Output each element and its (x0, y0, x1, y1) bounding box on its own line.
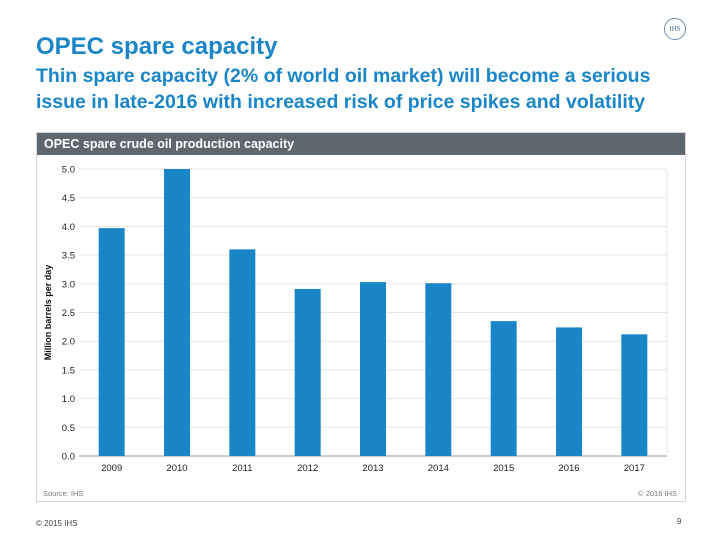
y-tick-label: 1.5 (62, 365, 75, 376)
chart-panel-header: OPEC spare crude oil production capacity (37, 133, 685, 155)
slide-subtitle: Thin spare capacity (2% of world oil mar… (36, 65, 651, 113)
bar (98, 228, 125, 456)
source-note: Source: IHS (43, 489, 84, 498)
bar (164, 169, 190, 456)
chart-panel: OPEC spare crude oil production capacity… (36, 132, 686, 502)
x-tick-label: 2012 (297, 463, 318, 474)
x-tick-label: 2017 (624, 463, 645, 474)
y-tick-label: 2.0 (62, 337, 75, 348)
footer-copyright: © 2015 IHS (36, 519, 78, 528)
y-tick-label: 0.0 (62, 452, 75, 463)
bar (556, 327, 582, 456)
bar (229, 249, 256, 456)
x-tick-label: 2013 (362, 463, 383, 474)
y-tick-label: 0.5 (62, 423, 75, 434)
ihs-logo-text: IHS (669, 25, 681, 33)
page-number: 9 (677, 517, 682, 526)
y-axis-title: Million barrels per day (43, 265, 53, 361)
y-tick-label: 1.0 (62, 394, 75, 405)
chart-copyright: © 2016 IHS (638, 489, 677, 498)
y-tick-label: 3.5 (62, 251, 75, 262)
y-tick-label: 2.5 (62, 308, 75, 319)
bar (360, 282, 386, 456)
slide-title: OPEC spare capacity (36, 33, 278, 60)
bar-chart: 0.0 0.5 1.0 1.5 2.0 2.5 3.0 3.5 4.0 4.5 5.0 2009 201… (43, 165, 668, 474)
x-tick-label: 2015 (493, 463, 514, 474)
y-tick-label: 4.5 (62, 193, 75, 204)
bar (621, 334, 648, 456)
y-tick-label: 3.0 (62, 279, 75, 290)
ihs-logo: IHS (664, 18, 686, 40)
x-tick-label: 2011 (232, 463, 252, 474)
x-tick-label: 2016 (558, 463, 579, 474)
x-tick-label: 2014 (428, 463, 449, 474)
x-tick-label: 2009 (101, 463, 122, 474)
bar (425, 283, 452, 456)
x-tick-label: 2010 (166, 463, 187, 474)
y-tick-label: 5.0 (62, 165, 75, 176)
bar (294, 288, 321, 456)
y-tick-label: 4.0 (62, 222, 75, 233)
bar (490, 321, 517, 456)
